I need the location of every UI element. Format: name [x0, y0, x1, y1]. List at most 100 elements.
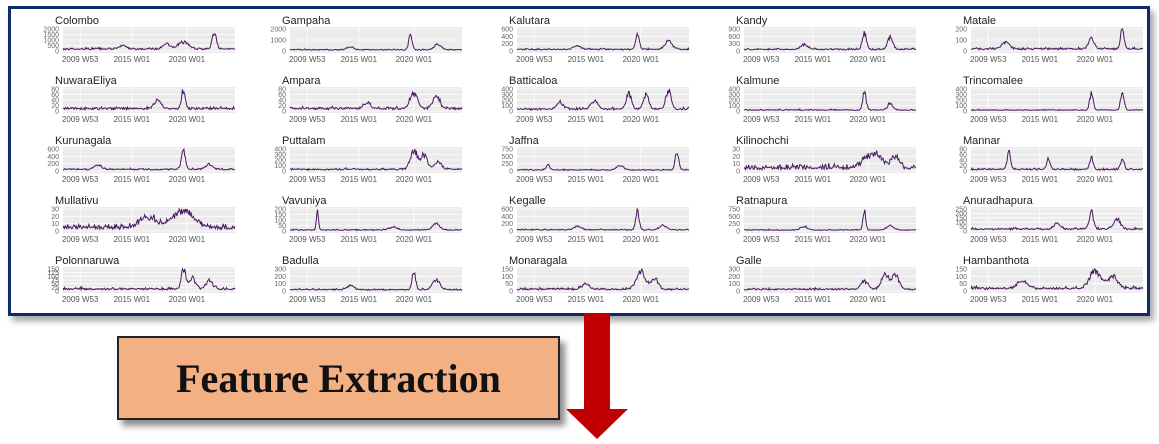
x-tick-label: 2015 W01 [568, 175, 605, 184]
y-tick-label: 40 [51, 98, 59, 105]
y-tick-label: 300 [728, 41, 740, 48]
y-tick-label: 0 [509, 49, 513, 56]
x-tick-label: 2015 W01 [1022, 235, 1059, 244]
series-line [63, 89, 236, 112]
x-tick-label: 2009 W53 [743, 175, 780, 184]
y-tick-label: 200 [955, 27, 967, 34]
series-line [289, 272, 463, 292]
y-tick-label: 100 [501, 274, 513, 281]
y-tick-label: 20 [51, 214, 59, 221]
y-tick-label: 500 [501, 154, 513, 161]
series-line [516, 88, 690, 112]
y-tick-label: 0 [509, 229, 513, 236]
y-tick-label: 200 [47, 161, 59, 168]
series-line [517, 153, 690, 172]
y-tick-label: 0 [963, 229, 967, 236]
x-tick-label: 2009 W53 [62, 55, 99, 64]
y-tick-label: 600 [47, 147, 59, 154]
y-tick-label: 1000 [270, 38, 286, 45]
y-tick-label: 0 [736, 49, 740, 56]
y-tick-label: 10 [51, 221, 59, 228]
y-tick-label: 200 [274, 207, 286, 214]
y-tick-label: 600 [501, 27, 513, 34]
panel-title: Puttalam [282, 135, 325, 147]
x-tick-label: 2015 W01 [341, 175, 378, 184]
y-tick-label: 0 [55, 109, 59, 116]
y-tick-label: 300 [955, 92, 967, 99]
x-tick-label: 2015 W01 [1022, 55, 1059, 64]
y-tick-label: 80 [278, 87, 286, 94]
panel-title: Ampara [282, 75, 321, 87]
y-tick-label: 300 [274, 267, 286, 274]
y-tick-label: 200 [274, 274, 286, 281]
x-tick-label: 2020 W01 [396, 235, 433, 244]
y-tick-label: 0 [509, 169, 513, 176]
panel-title: Vavuniya [282, 195, 327, 207]
panel-title: Colombo [55, 15, 99, 27]
x-tick-label: 2015 W01 [114, 175, 151, 184]
x-tick-label: 2009 W53 [743, 55, 780, 64]
y-tick-label: 100 [955, 274, 967, 281]
y-tick-label: 50 [959, 224, 967, 231]
feature-extraction-label: Feature Extraction [176, 355, 501, 401]
panel-title: Hambanthota [963, 255, 1030, 267]
y-tick-label: 100 [955, 220, 967, 227]
y-tick-label: 0 [963, 169, 967, 176]
y-tick-label: 250 [501, 161, 513, 168]
feature-extraction-box: Feature Extraction [117, 336, 560, 420]
y-tick-label: 200 [955, 98, 967, 105]
x-tick-label: 2015 W01 [341, 235, 378, 244]
y-tick-label: 60 [51, 92, 59, 99]
panel-title: Mannar [963, 135, 1001, 147]
x-tick-label: 2009 W53 [289, 55, 326, 64]
x-tick-label: 2020 W01 [396, 295, 433, 304]
y-tick-label: 100 [955, 103, 967, 110]
series-line [62, 148, 236, 171]
x-tick-label: 2015 W01 [568, 295, 605, 304]
y-tick-label: 600 [728, 34, 740, 41]
y-tick-label: 750 [728, 207, 740, 214]
y-tick-label: 200 [501, 221, 513, 228]
y-tick-label: 80 [51, 87, 59, 94]
x-tick-label: 2009 W53 [289, 295, 326, 304]
panel-title: Monaragala [509, 255, 568, 267]
y-tick-label: 0 [55, 289, 59, 296]
y-tick-label: 20 [278, 103, 286, 110]
y-tick-label: 60 [959, 152, 967, 159]
x-tick-label: 2009 W53 [289, 115, 326, 124]
y-tick-label: 500 [47, 43, 59, 50]
panel-title: Kalmune [736, 75, 779, 87]
y-tick-label: 400 [47, 154, 59, 161]
x-tick-label: 2009 W53 [970, 55, 1007, 64]
panel-title: Jaffna [509, 135, 540, 147]
x-tick-label: 2015 W01 [114, 235, 151, 244]
x-tick-label: 2015 W01 [568, 115, 605, 124]
y-tick-label: 750 [501, 147, 513, 154]
x-tick-label: 2015 W01 [114, 295, 151, 304]
y-tick-label: 0 [282, 229, 286, 236]
y-tick-label: 100 [501, 103, 513, 110]
x-tick-label: 2020 W01 [169, 175, 206, 184]
x-tick-label: 2020 W01 [623, 175, 660, 184]
y-tick-label: 400 [728, 87, 740, 94]
y-tick-label: 400 [955, 87, 967, 94]
y-tick-label: 0 [282, 289, 286, 296]
x-tick-label: 2009 W53 [516, 295, 553, 304]
x-tick-label: 2020 W01 [850, 55, 887, 64]
series-line [970, 149, 1144, 172]
y-tick-label: 100 [955, 38, 967, 45]
x-tick-label: 2009 W53 [743, 295, 780, 304]
x-tick-label: 2015 W01 [795, 55, 832, 64]
x-tick-label: 2015 W01 [1022, 115, 1059, 124]
